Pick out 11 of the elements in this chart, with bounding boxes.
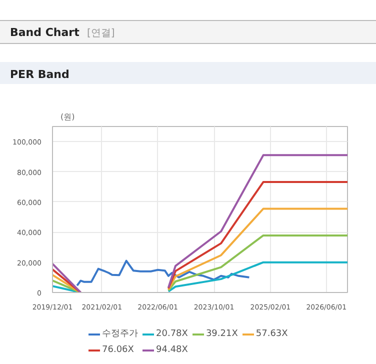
legend-label: 94.48X — [156, 344, 188, 356]
y-axis-title: (원) — [60, 112, 75, 122]
legend-label: 76.06X — [102, 344, 134, 356]
legend-label: 39.21X — [206, 328, 238, 340]
chart-title: PER Band — [10, 68, 70, 81]
legend-label: 57.63X — [256, 328, 288, 340]
text: [연결] — [87, 28, 115, 39]
text: Band Chart — [10, 26, 80, 39]
legend-label: 20.78X — [156, 328, 188, 340]
legend-label: 수정주가 — [102, 328, 138, 340]
line-series — [76, 260, 250, 287]
